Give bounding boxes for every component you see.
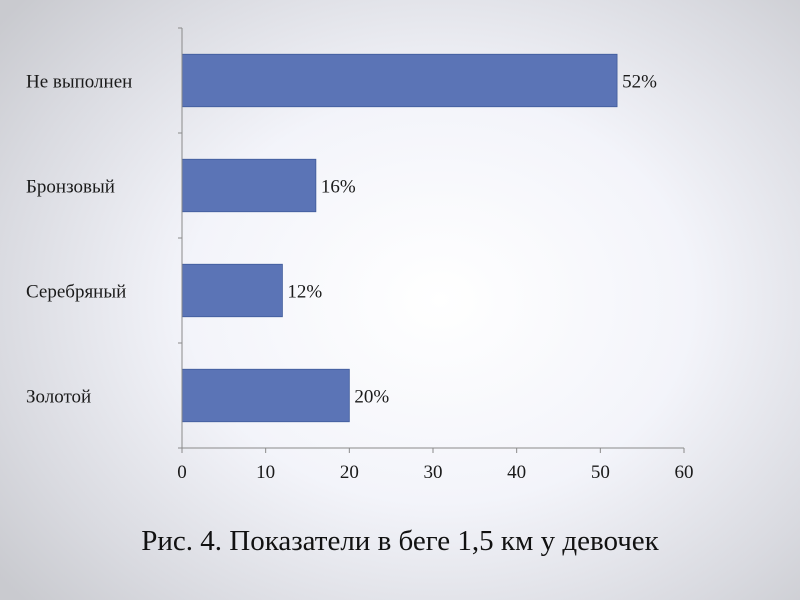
- category-label: Серебряный: [26, 282, 126, 303]
- data-label: 16%: [321, 177, 356, 198]
- x-tick-label: 60: [675, 462, 694, 483]
- x-tick-label: 20: [340, 462, 359, 483]
- data-label: 52%: [622, 72, 657, 93]
- bar: [181, 158, 317, 213]
- bar: [181, 263, 283, 318]
- category-label: Золотой: [26, 387, 91, 408]
- bar: [181, 53, 618, 108]
- x-tick-label: 30: [424, 462, 443, 483]
- category-label: Не выполнен: [26, 72, 132, 93]
- bar: [181, 368, 350, 423]
- bar-chart: 0 10 20 30 40 50 60 Золотой 20% Серебряный 12% Брон…: [26, 27, 694, 483]
- x-tick-label: 10: [256, 462, 275, 483]
- data-label: 20%: [354, 387, 389, 408]
- figure-caption: Рис. 4. Показатели в беге 1,5 км у девоч…: [141, 525, 659, 557]
- data-label: 12%: [287, 282, 322, 303]
- x-tick-label: 40: [507, 462, 526, 483]
- category-label: Бронзовый: [26, 177, 115, 198]
- x-tick-label: 50: [591, 462, 610, 483]
- x-tick-label: 0: [177, 462, 187, 483]
